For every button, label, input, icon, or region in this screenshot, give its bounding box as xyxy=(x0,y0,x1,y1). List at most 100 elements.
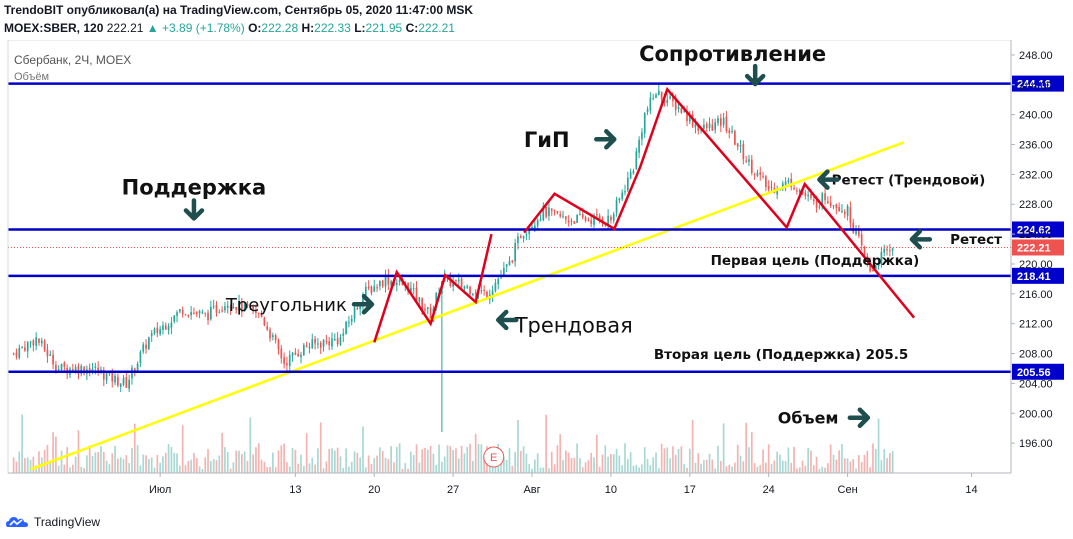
candle-body xyxy=(362,294,364,305)
volume-bar xyxy=(883,448,886,473)
candle-body xyxy=(559,214,562,217)
candle-body xyxy=(519,236,522,238)
candle-body xyxy=(117,376,119,386)
volume-bar xyxy=(773,460,776,473)
candle-body xyxy=(328,341,331,346)
volume-bar xyxy=(449,446,452,473)
candle-body xyxy=(145,344,147,349)
candle-body xyxy=(711,124,714,131)
volume-bar xyxy=(52,432,54,473)
volume-bar xyxy=(71,464,74,473)
volume-bar xyxy=(477,443,480,473)
candle-body xyxy=(424,308,426,311)
open-label: O: xyxy=(248,21,262,35)
low-value: 221.95 xyxy=(365,21,403,35)
high-label: H: xyxy=(301,21,315,35)
candle-body xyxy=(288,354,291,366)
volume-bar xyxy=(379,447,381,473)
candle-body xyxy=(252,306,254,310)
volume-bar xyxy=(612,454,615,473)
publish-info: TrendoBIT опубликовал(а) на TradingView.… xyxy=(4,3,473,17)
volume-bar xyxy=(255,447,257,473)
candle-body xyxy=(734,131,736,145)
candle-body xyxy=(469,286,471,294)
candle-body xyxy=(626,177,629,191)
volume-bar xyxy=(283,443,285,473)
candle-body xyxy=(877,264,880,267)
volume-bar xyxy=(24,458,26,473)
volume-bar xyxy=(567,452,570,473)
volume-bar xyxy=(621,465,624,473)
candle-body xyxy=(29,341,32,343)
candle-body xyxy=(32,340,35,346)
volume-bar xyxy=(173,452,176,473)
volume-bar xyxy=(221,432,223,473)
candle-body xyxy=(796,190,798,192)
candle-body xyxy=(373,286,376,292)
candle-body xyxy=(855,230,857,234)
annotation-label: Сопротивление xyxy=(639,42,826,66)
volume-bar xyxy=(750,432,753,473)
candle-body xyxy=(576,214,578,223)
candle-body xyxy=(821,193,824,207)
candle-body xyxy=(221,310,223,312)
candle-body xyxy=(728,130,731,134)
candle-body xyxy=(249,305,252,308)
candle-body xyxy=(159,329,161,335)
candle-body xyxy=(429,307,432,321)
candle-body xyxy=(595,214,598,216)
candle-body xyxy=(587,219,590,221)
volume-bar xyxy=(314,464,316,473)
price-chart[interactable]: E Сопротивление ГиП Поддержка Треугольник Тре… xyxy=(0,40,1073,510)
candle-body xyxy=(26,342,29,352)
volume-bar xyxy=(100,446,102,473)
tradingview-logo[interactable]: TradingView xyxy=(6,512,100,532)
annotation-arrow-icon xyxy=(594,129,617,150)
candle-body xyxy=(638,139,640,153)
volume-bar xyxy=(680,446,683,473)
volume-bar xyxy=(641,464,643,473)
volume-bar xyxy=(595,434,598,473)
legend-volume: Объём xyxy=(14,71,49,83)
volume-bar xyxy=(649,465,652,473)
volume-bar xyxy=(672,446,674,473)
volume-bar xyxy=(787,447,790,473)
volume-bar xyxy=(824,467,826,473)
candle-body xyxy=(508,261,511,266)
volume-bar xyxy=(832,454,835,473)
candle-body xyxy=(210,306,212,320)
candle-body xyxy=(184,314,187,316)
candle-body xyxy=(300,354,302,358)
volume-bar xyxy=(534,459,536,473)
candle-body xyxy=(291,352,294,357)
arrow-shape xyxy=(594,129,617,150)
volume-bar xyxy=(252,454,254,473)
volume-bar xyxy=(525,453,528,473)
volume-bar xyxy=(570,457,573,473)
candle-body xyxy=(565,216,567,220)
volume-bar xyxy=(117,458,119,473)
volume-bar xyxy=(142,454,145,473)
candle-body xyxy=(835,204,838,209)
volume-bar xyxy=(63,464,66,473)
volume-bar xyxy=(683,464,686,473)
volume-bar xyxy=(364,467,367,473)
candle-body xyxy=(91,368,94,372)
volume-bar xyxy=(781,460,784,473)
volume-bar xyxy=(593,457,595,473)
volume-bar xyxy=(280,445,283,473)
arrow-shape xyxy=(351,294,375,315)
close-value: 222.21 xyxy=(418,21,455,35)
volume-bar xyxy=(779,454,781,473)
volume-bar xyxy=(618,455,621,473)
candle-body xyxy=(663,100,666,104)
annotation-label: Объем xyxy=(778,409,839,428)
volume-bar xyxy=(114,445,116,473)
volume-bar xyxy=(483,456,485,473)
candle-body xyxy=(852,222,855,233)
volume-bar xyxy=(302,465,305,473)
candle-body xyxy=(255,309,257,314)
candle-body xyxy=(322,340,325,347)
candle-body xyxy=(480,290,483,292)
volume-bar xyxy=(889,453,891,473)
